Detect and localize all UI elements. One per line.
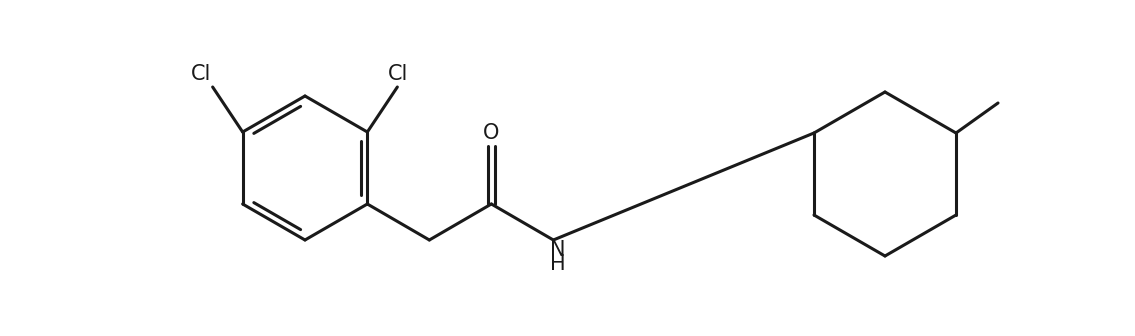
Text: H: H <box>549 254 565 274</box>
Text: Cl: Cl <box>388 64 409 84</box>
Text: Cl: Cl <box>191 64 211 84</box>
Text: O: O <box>484 123 499 143</box>
Text: N: N <box>549 240 565 260</box>
